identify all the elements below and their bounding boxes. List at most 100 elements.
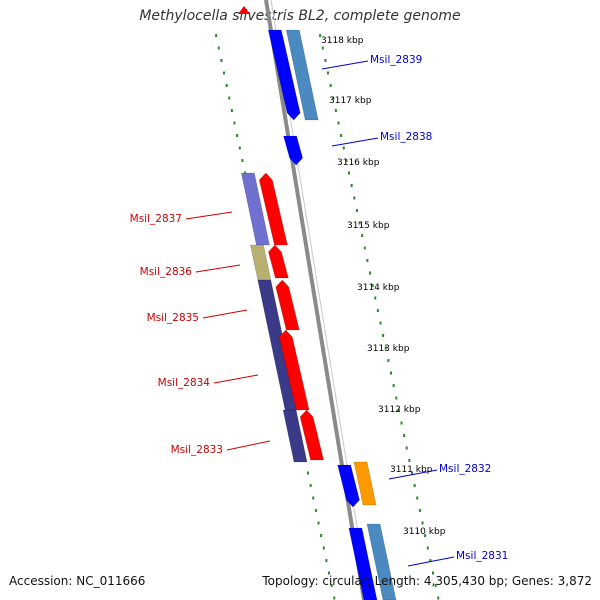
- accession-label: Accession: NC_011666: [9, 574, 146, 588]
- tick-mark: [342, 146, 345, 150]
- tick-mark: [413, 484, 416, 487]
- tick-mark: [405, 446, 408, 450]
- tick-mark: [355, 209, 358, 212]
- tick-mark: [228, 96, 231, 100]
- leader-line: [185, 211, 233, 220]
- tick-mark: [363, 246, 366, 250]
- tick-mark: [369, 271, 372, 275]
- tick-mark: [317, 521, 320, 525]
- tick-mark: [223, 71, 226, 75]
- tick-mark: [416, 496, 419, 500]
- leader-line: [407, 556, 455, 567]
- cds-msil-2833: [299, 409, 324, 461]
- tick-mark: [421, 521, 424, 525]
- gene-label: Msil_2831: [456, 550, 508, 562]
- cds-msil-2832: [337, 464, 360, 508]
- tick-mark: [390, 371, 393, 375]
- tick-mark: [418, 509, 421, 512]
- leader-line: [388, 469, 438, 480]
- feature-msil-2833: [282, 409, 308, 463]
- tick-mark: [400, 421, 403, 425]
- tick-mark: [334, 109, 337, 112]
- tick-mark: [321, 46, 324, 50]
- tick-mark: [217, 46, 220, 50]
- partial-feature-top: [238, 6, 250, 14]
- tick-mark: [337, 121, 340, 125]
- outer-tick-track: [319, 34, 440, 600]
- tick-mark: [320, 534, 323, 537]
- gene-label: Msil_2837: [130, 213, 182, 225]
- tick-mark: [325, 559, 328, 562]
- ruler-label: 3116 kbp: [337, 158, 380, 168]
- feature-msil-2832: [353, 461, 377, 506]
- leader-line: [195, 264, 241, 273]
- map-title: Methylocella silvestris BL2, complete ge…: [139, 8, 461, 24]
- tick-mark: [382, 334, 385, 337]
- leader-line: [213, 374, 259, 384]
- tick-mark: [397, 409, 400, 412]
- tick-mark: [395, 396, 398, 400]
- tick-mark: [358, 221, 361, 225]
- tick-mark: [332, 96, 335, 100]
- cds-msil-2838: [283, 135, 303, 166]
- tick-mark: [403, 434, 406, 437]
- ruler-label: 3114 kbp: [357, 283, 400, 293]
- cds-msil-2835: [275, 279, 300, 331]
- ruler-label: 3113 kbp: [367, 344, 410, 354]
- tick-mark: [426, 546, 429, 550]
- leader-line: [321, 60, 369, 70]
- tick-mark: [432, 571, 435, 575]
- ruler-label: 3115 kbp: [347, 221, 390, 231]
- gene-label: Msil_2833: [171, 444, 223, 456]
- leader-line: [202, 309, 248, 319]
- tick-mark: [324, 59, 327, 62]
- gene-label: Msil_2834: [158, 377, 211, 389]
- ruler-label: 3117 kbp: [329, 96, 372, 106]
- gene-label: Msil_2836: [140, 266, 193, 278]
- tick-mark: [411, 471, 414, 475]
- tick-mark: [348, 171, 351, 175]
- cds-msil-2836: [268, 244, 289, 279]
- tick-mark: [312, 496, 315, 500]
- tick-mark: [230, 109, 233, 112]
- tick-mark: [379, 321, 382, 325]
- tick-mark: [429, 559, 432, 562]
- tick-mark: [333, 596, 336, 600]
- tick-mark: [322, 546, 325, 550]
- tick-mark: [241, 159, 244, 162]
- tick-mark: [376, 309, 379, 312]
- tick-mark: [374, 296, 377, 300]
- gene-label: Msil_2839: [370, 54, 422, 66]
- tick-mark: [353, 196, 356, 200]
- genome-summary-label: Topology: circular; Length: 4,305,430 bp…: [262, 574, 592, 588]
- tick-mark: [329, 84, 332, 87]
- tick-mark: [220, 59, 223, 62]
- ruler-label: 3112 kbp: [378, 405, 421, 415]
- tick-mark: [437, 596, 440, 600]
- tick-mark: [371, 284, 374, 287]
- tick-mark: [408, 459, 411, 462]
- tick-mark: [236, 134, 239, 137]
- tick-mark: [392, 384, 395, 387]
- tick-mark: [309, 484, 312, 487]
- ruler-label: 3111 kbp: [390, 465, 433, 475]
- tick-mark: [384, 346, 387, 350]
- tick-mark: [361, 234, 364, 237]
- tick-mark: [225, 84, 228, 87]
- tick-mark: [307, 471, 310, 475]
- tick-mark: [387, 359, 390, 362]
- tick-mark: [340, 134, 343, 137]
- cds-msil-2831: [348, 527, 378, 600]
- gene-label: Msil_2835: [147, 312, 199, 324]
- tick-mark: [233, 121, 236, 125]
- tick-mark: [330, 584, 333, 587]
- ruler-label: 3118 kbp: [321, 36, 364, 46]
- leader-line: [331, 137, 379, 147]
- tick-mark: [319, 34, 322, 37]
- gene-label: Msil_2832: [439, 463, 491, 475]
- tick-mark: [215, 34, 218, 37]
- feature-msil-2836: [250, 244, 272, 281]
- ruler-label: 3110 kbp: [403, 527, 446, 537]
